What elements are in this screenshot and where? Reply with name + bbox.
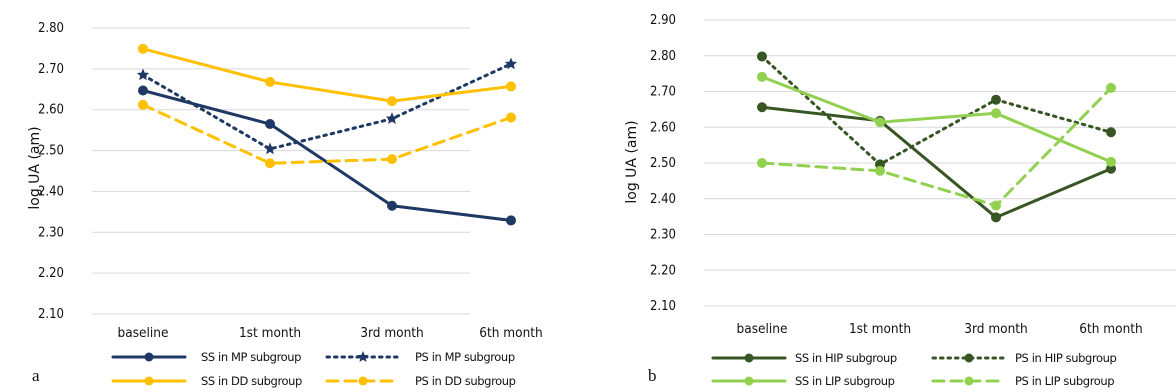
data-point-marker	[875, 165, 885, 176]
data-point-marker	[757, 71, 767, 82]
legend-marker	[144, 352, 154, 362]
y-tick-label: 2.80	[38, 21, 64, 36]
data-point-marker	[1106, 127, 1116, 138]
panel-label: b	[648, 366, 657, 385]
y-tick-label: 2.90	[650, 13, 676, 28]
y-tick-label: 2.70	[38, 62, 64, 77]
data-point-marker	[991, 108, 1001, 119]
x-tick-label: baseline	[737, 321, 788, 337]
series-line-1	[141, 89, 513, 222]
chart-panel-b: 2.10 2.20 2.30 2.40 2.50 2.60 2.70 2.80 2.90 base…	[624, 13, 1176, 388]
legend-marker	[964, 376, 974, 386]
y-tick-label: 2.10	[650, 299, 676, 314]
legend-label: SS in LIP subgroup	[795, 374, 895, 388]
x-tick-label: baseline	[118, 325, 169, 341]
data-point-marker	[757, 51, 767, 62]
y-tick-label: 2.30	[650, 228, 676, 243]
data-point-marker	[1106, 156, 1116, 167]
x-tick-label: 1st month	[239, 325, 301, 341]
legend-marker	[357, 351, 369, 362]
data-point-marker	[263, 142, 277, 155]
y-axis-title: log UA (am)	[624, 120, 640, 203]
legend-label: PS in MP subgroup	[415, 350, 515, 364]
legend-marker	[144, 376, 154, 386]
data-point-marker	[506, 81, 516, 92]
data-point-marker	[875, 117, 885, 128]
series-line-4	[760, 86, 1113, 208]
data-point-marker	[506, 112, 516, 123]
legend-label: SS in HIP subgroup	[795, 351, 897, 365]
data-point-marker	[991, 94, 1001, 105]
x-tick-label: 3rd month	[360, 325, 423, 341]
data-point-marker	[265, 76, 275, 87]
legend-item: SS in LIP subgroup	[711, 374, 895, 388]
legend-label: SS in MP subgroup	[201, 350, 301, 364]
data-point-marker	[1106, 82, 1116, 93]
data-point-marker	[138, 43, 148, 54]
y-tick-label: 2.50	[38, 144, 64, 159]
x-tick-label: 6th month	[479, 325, 542, 341]
legend-item: SS in DD subgroup	[111, 374, 302, 388]
data-point-marker	[138, 99, 148, 110]
legend-marker	[744, 376, 754, 386]
data-point-marker	[504, 57, 518, 70]
x-tick-label: 6th month	[1079, 321, 1142, 337]
panel-label: a	[32, 366, 40, 385]
y-tick-label: 2.20	[650, 263, 676, 278]
chart-panel-a: 2.10 2.20 2.30 2.40 2.50 2.60 2.70 2.80 baseline…	[27, 21, 543, 388]
y-tick-label: 2.20	[38, 266, 64, 281]
y-tick-label: 2.40	[38, 184, 64, 199]
y-tick-label: 2.40	[650, 192, 676, 207]
legend-marker	[358, 376, 368, 386]
data-point-marker	[757, 158, 767, 168]
legend-label: PS in LIP subgroup	[1015, 374, 1114, 388]
legend-marker	[744, 353, 754, 363]
legend-label: SS in DD subgroup	[201, 374, 302, 388]
legend-label: PS in DD subgroup	[415, 374, 516, 388]
y-tick-label: 2.70	[650, 85, 676, 100]
x-tick-label: 3rd month	[964, 321, 1027, 337]
y-axis-title: log UA (am)	[27, 126, 43, 209]
data-point-marker	[385, 112, 399, 124]
series-line-2	[760, 54, 1113, 166]
series-line-1	[760, 105, 1113, 219]
legend-item: SS in MP subgroup	[111, 350, 302, 364]
data-point-marker	[387, 154, 397, 165]
series-line-3	[141, 47, 513, 103]
series-line-2	[141, 62, 513, 151]
data-point-marker	[265, 119, 275, 130]
legend-marker	[964, 353, 974, 363]
y-tick-label: 2.80	[650, 49, 676, 64]
data-point-marker	[757, 102, 767, 113]
data-point-marker	[387, 200, 397, 211]
data-point-marker	[387, 96, 397, 107]
legend-item: SS in HIP subgroup	[711, 351, 897, 365]
legend-label: PS in HIP subgroup	[1015, 351, 1117, 365]
data-point-marker	[991, 200, 1001, 211]
data-point-marker	[265, 158, 275, 169]
y-tick-label: 2.30	[38, 225, 64, 240]
data-point-marker	[991, 212, 1001, 223]
x-tick-label: 1st month	[849, 321, 911, 337]
y-tick-label: 2.60	[650, 120, 676, 135]
y-tick-label: 2.10	[38, 307, 64, 322]
y-tick-label: 2.50	[650, 156, 676, 171]
data-point-marker	[138, 85, 148, 96]
data-point-marker	[506, 215, 516, 226]
legend-item: PS in DD subgroup	[325, 374, 516, 388]
data-point-marker	[136, 68, 150, 81]
series-line-3	[760, 75, 1113, 164]
series-line-4	[141, 103, 513, 165]
legend-item: PS in MP subgroup	[325, 350, 515, 364]
y-tick-label: 2.60	[38, 103, 64, 118]
legend-item: PS in LIP subgroup	[931, 374, 1115, 388]
legend-item: PS in HIP subgroup	[931, 351, 1117, 365]
